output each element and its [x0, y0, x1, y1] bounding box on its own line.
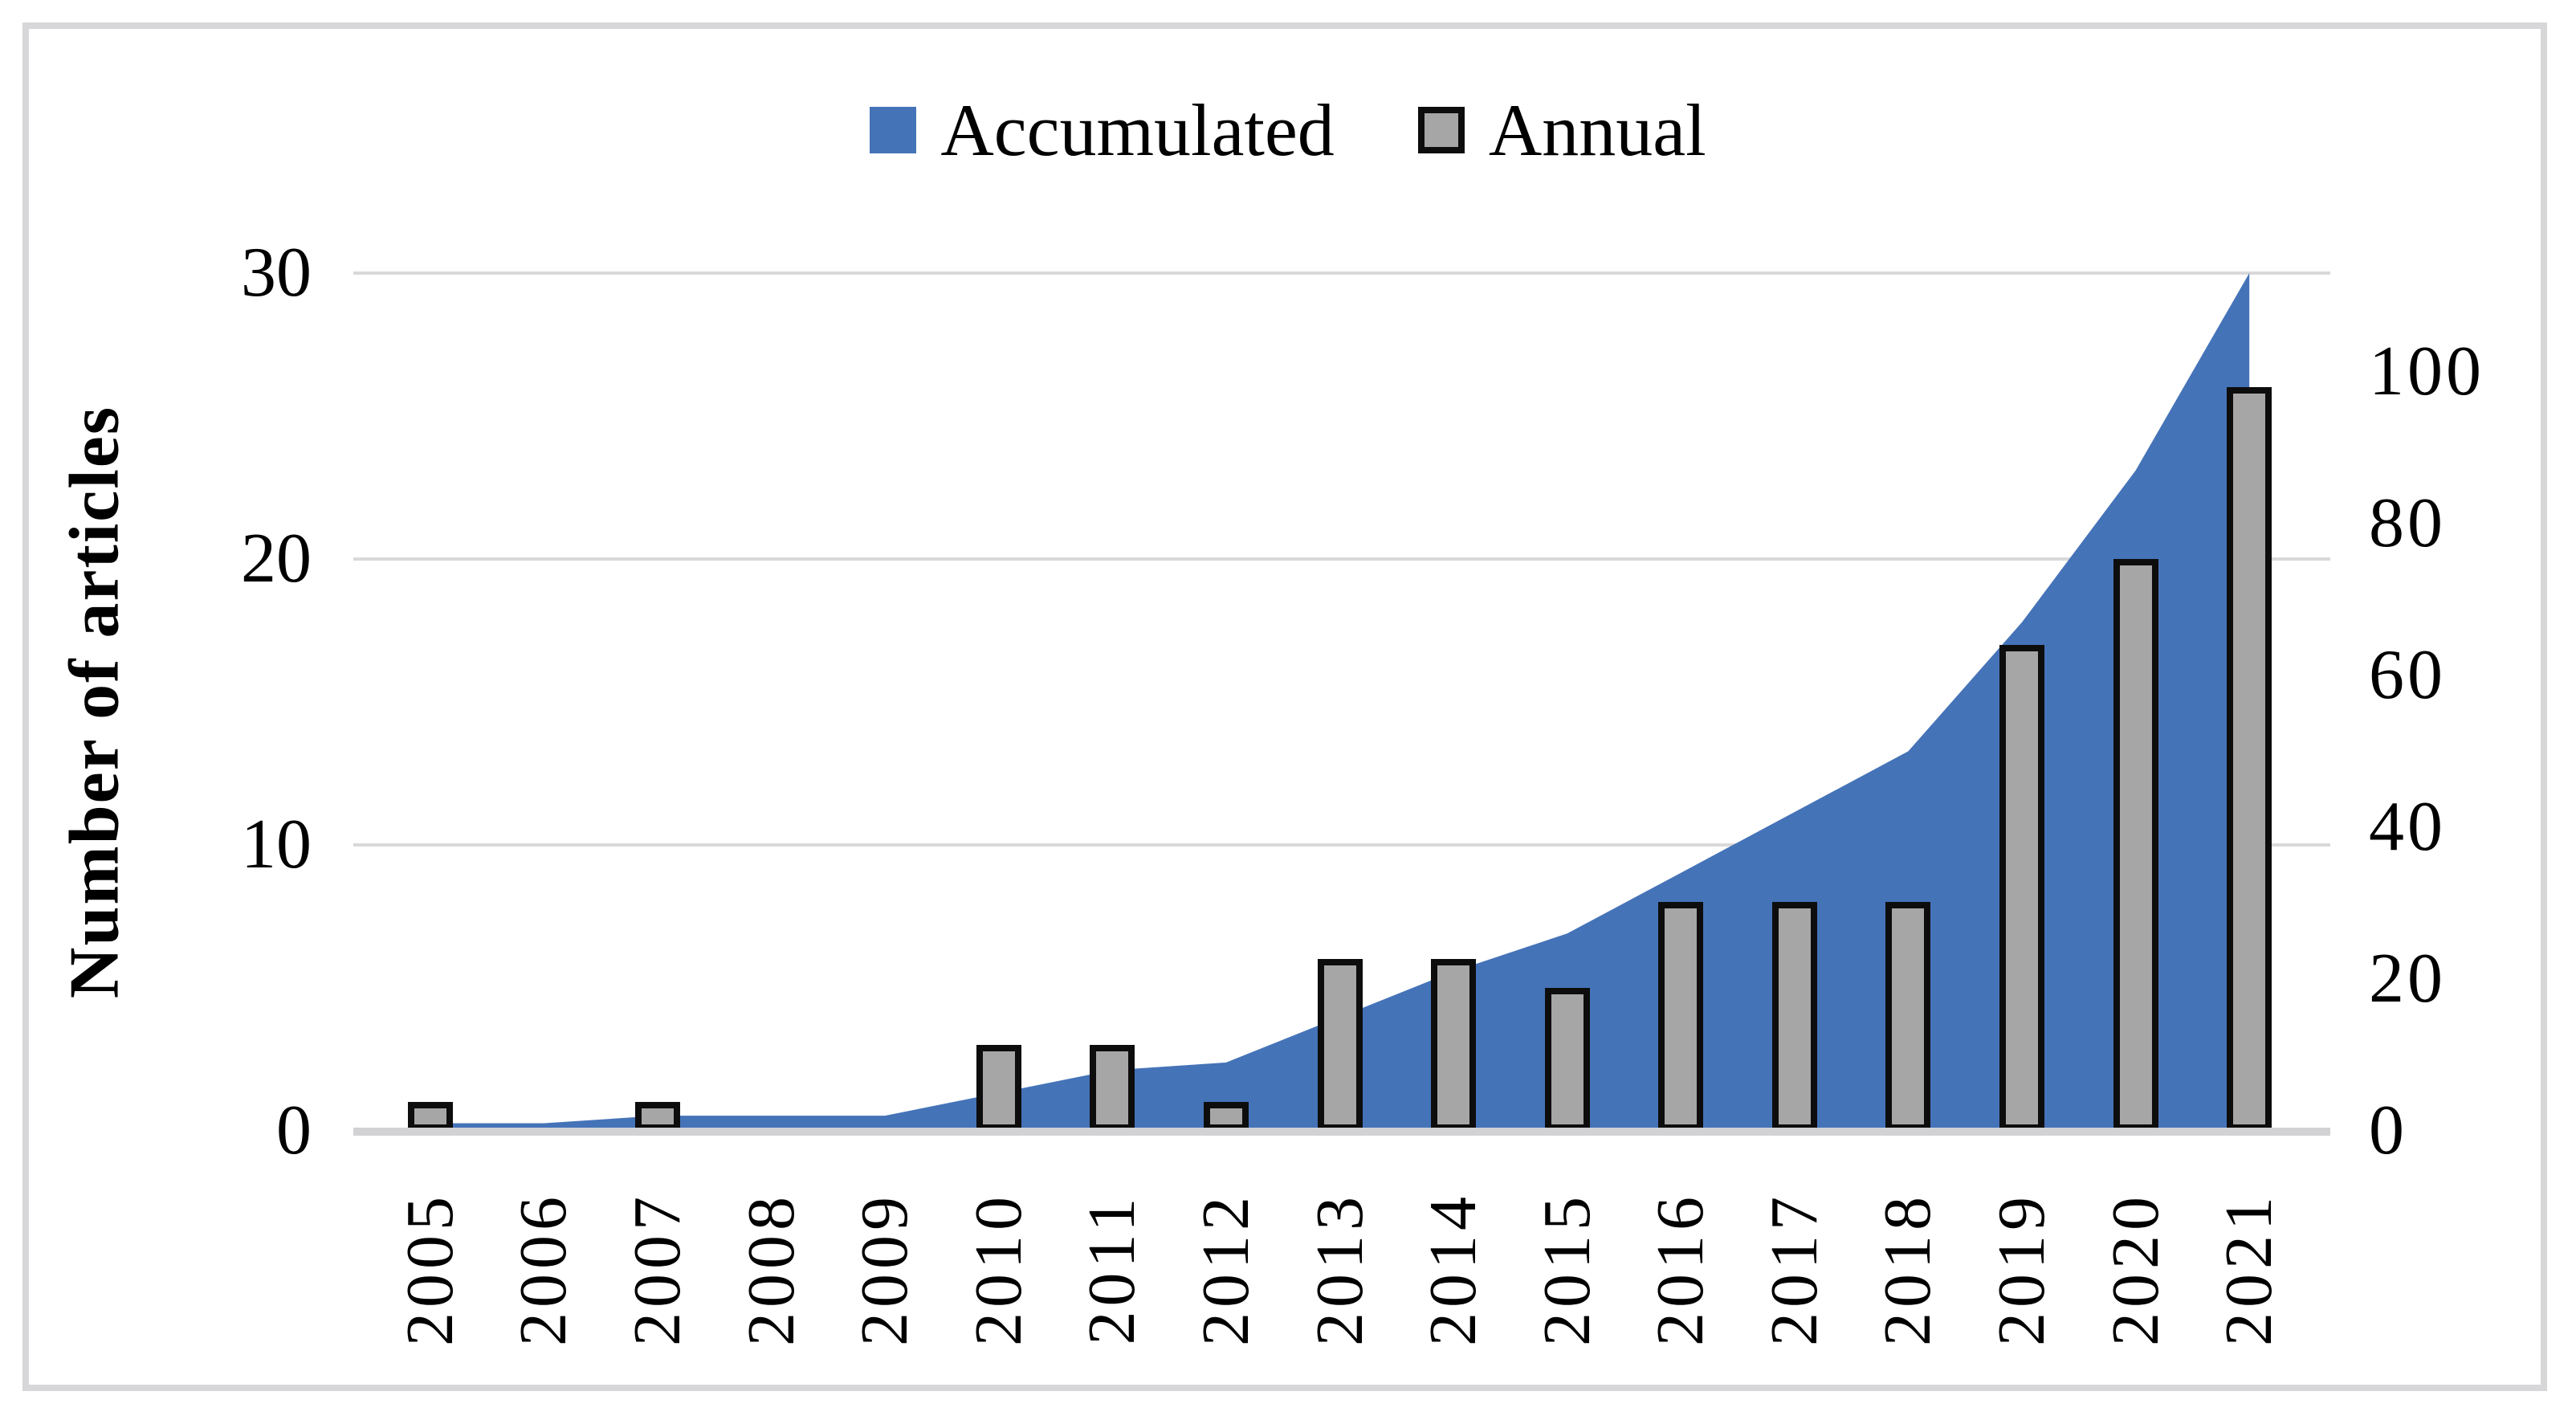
right-axis-tick-label: 80: [2369, 484, 2446, 562]
annual-bar: [2113, 559, 2158, 1131]
x-axis-year-label: 2021: [2211, 1192, 2287, 1346]
annual-bar: [1090, 1045, 1135, 1131]
annual-bar: [976, 1045, 1021, 1131]
left-axis-tick-label: 20: [241, 520, 312, 598]
annual-bar: [1658, 902, 1704, 1131]
right-axis-tick-label: 20: [2369, 939, 2446, 1018]
x-axis-year-label: 2014: [1416, 1192, 1491, 1346]
x-axis-line: [353, 1128, 2330, 1136]
x-axis-year-label: 2016: [1643, 1192, 1718, 1346]
gridline: [353, 843, 2330, 847]
right-axis-tick-label: 40: [2369, 787, 2446, 866]
legend-item-annual: Annual: [1417, 89, 1706, 171]
legend: Accumulated Annual: [0, 74, 2576, 186]
annual-swatch-icon: [1417, 107, 1465, 153]
left-axis-tick-label: 0: [276, 1092, 312, 1169]
accumulated-swatch-icon: [870, 107, 917, 153]
x-axis-year-label: 2007: [619, 1192, 695, 1346]
right-axis-tick-label: 100: [2369, 332, 2484, 410]
annual-bar: [1771, 902, 1817, 1131]
x-axis-year-label: 2010: [960, 1192, 1036, 1346]
legend-label-annual: Annual: [1488, 89, 1706, 171]
annual-bar: [407, 1102, 453, 1131]
left-axis-title: Number of articles: [55, 405, 134, 999]
x-axis-year-label: 2013: [1302, 1192, 1377, 1346]
x-axis-year-label: 2011: [1074, 1193, 1150, 1345]
annual-bar: [1885, 902, 1931, 1131]
annual-bar: [1999, 644, 2045, 1131]
gridline: [353, 271, 2330, 275]
left-axis-tick-label: 10: [241, 806, 312, 883]
x-axis-year-label: 2008: [733, 1192, 809, 1346]
x-axis-year-label: 2009: [847, 1192, 923, 1346]
annual-bar: [634, 1102, 680, 1131]
annual-bar: [1317, 959, 1363, 1131]
x-axis-year-label: 2006: [506, 1192, 581, 1346]
x-axis-year-label: 2020: [2097, 1192, 2173, 1346]
legend-item-accumulated: Accumulated: [870, 89, 1335, 171]
x-axis-year-label: 2005: [392, 1192, 467, 1346]
annual-bar: [2227, 387, 2272, 1131]
left-axis-tick-label: 30: [241, 234, 312, 312]
legend-label-accumulated: Accumulated: [940, 89, 1335, 171]
x-axis-year-label: 2012: [1188, 1192, 1263, 1346]
x-axis-year-label: 2019: [1984, 1192, 2060, 1346]
annual-bar: [1203, 1102, 1249, 1131]
x-axis-year-label: 2018: [1870, 1192, 1946, 1346]
right-axis-tick-label: 0: [2369, 1092, 2407, 1169]
x-axis-year-label: 2017: [1756, 1192, 1832, 1346]
annual-bar: [1431, 959, 1477, 1131]
right-axis-tick-label: 60: [2369, 635, 2446, 714]
annual-bar: [1544, 988, 1590, 1131]
gridline: [353, 557, 2330, 561]
x-axis-year-label: 2015: [1529, 1192, 1604, 1346]
